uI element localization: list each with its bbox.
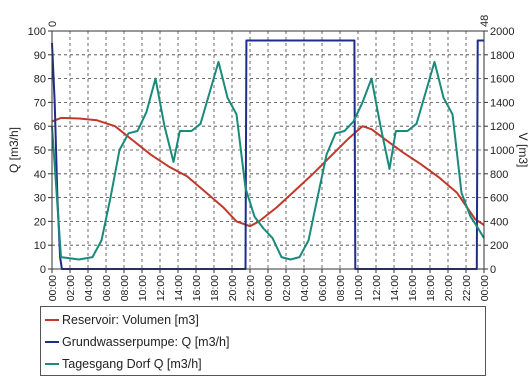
right-tick-label: 2000 — [490, 26, 514, 38]
right-tick-label: 1200 — [490, 121, 514, 133]
x-tick-label: 04:00 — [83, 275, 95, 301]
left-tick-label: 100 — [28, 26, 46, 38]
axes: 0102030405060708090100020040060080010001… — [7, 15, 530, 302]
x-tick-label: 00:00 — [479, 275, 491, 301]
x-tick-label: 22:00 — [245, 275, 257, 301]
series-line-1 — [51, 39, 484, 270]
left-tick-label: 80 — [34, 74, 46, 86]
series-line-0 — [51, 116, 485, 228]
right-axis-title: V [m3] — [516, 133, 530, 168]
x-tick-label: 12:00 — [371, 275, 383, 301]
x-tick-label: 02:00 — [281, 275, 293, 301]
top-left-label: 0 — [47, 21, 59, 27]
x-tick-label: 06:00 — [101, 275, 113, 301]
x-tick-label: 16:00 — [191, 275, 203, 301]
legend-item-village: Tagesgang Dorf Q [m3/h] — [45, 354, 202, 374]
legend: Reservoir: Volumen [m3] Grundwasserpumpe… — [40, 306, 486, 376]
x-tick-label: 20:00 — [443, 275, 455, 301]
right-tick-label: 1000 — [490, 145, 514, 157]
left-tick-label: 40 — [34, 169, 46, 181]
series-line-2 — [51, 60, 485, 261]
x-tick-label: 10:00 — [137, 275, 149, 301]
x-tick-label: 00:00 — [47, 275, 59, 301]
x-tick-label: 08:00 — [119, 275, 131, 301]
x-tick-label: 20:00 — [227, 275, 239, 301]
grid — [52, 31, 484, 269]
x-tick-label: 12:00 — [155, 275, 167, 301]
legend-label-reservoir: Reservoir: Volumen [m3] — [62, 313, 199, 327]
x-tick-label: 14:00 — [173, 275, 185, 301]
right-tick-label: 1400 — [490, 97, 514, 109]
top-right-label: 48 — [479, 15, 491, 27]
x-tick-label: 22:00 — [461, 275, 473, 301]
legend-swatch-pump — [45, 341, 59, 343]
legend-swatch-reservoir — [45, 319, 59, 321]
right-tick-label: 1800 — [490, 50, 514, 62]
right-tick-label: 800 — [490, 169, 508, 181]
left-tick-label: 90 — [34, 50, 46, 62]
legend-swatch-village — [45, 363, 59, 365]
left-tick-label: 30 — [34, 193, 46, 205]
left-tick-label: 50 — [34, 145, 46, 157]
right-tick-label: 400 — [490, 216, 508, 228]
left-tick-label: 60 — [34, 121, 46, 133]
x-tick-label: 16:00 — [407, 275, 419, 301]
left-axis-title: Q [m3/h] — [7, 127, 21, 173]
x-tick-label: 06:00 — [317, 275, 329, 301]
legend-item-pump: Grundwasserpumpe: Q [m3/h] — [45, 332, 229, 352]
legend-item-reservoir: Reservoir: Volumen [m3] — [45, 310, 199, 330]
right-tick-label: 600 — [490, 193, 508, 205]
x-tick-label: 00:00 — [263, 275, 275, 301]
left-tick-label: 20 — [34, 216, 46, 228]
right-tick-label: 200 — [490, 240, 508, 252]
series-layer — [51, 39, 485, 270]
left-tick-label: 10 — [34, 240, 46, 252]
right-tick-label: 0 — [490, 264, 496, 276]
x-tick-label: 08:00 — [335, 275, 347, 301]
x-tick-label: 10:00 — [353, 275, 365, 301]
x-tick-label: 02:00 — [65, 275, 77, 301]
x-tick-label: 18:00 — [425, 275, 437, 301]
x-tick-label: 14:00 — [389, 275, 401, 301]
legend-label-pump: Grundwasserpumpe: Q [m3/h] — [62, 335, 230, 349]
right-tick-label: 1600 — [490, 74, 514, 86]
legend-label-village: Tagesgang Dorf Q [m3/h] — [62, 357, 202, 371]
x-tick-label: 18:00 — [209, 275, 221, 301]
x-tick-label: 04:00 — [299, 275, 311, 301]
left-tick-label: 70 — [34, 97, 46, 109]
left-tick-label: 0 — [40, 264, 46, 276]
